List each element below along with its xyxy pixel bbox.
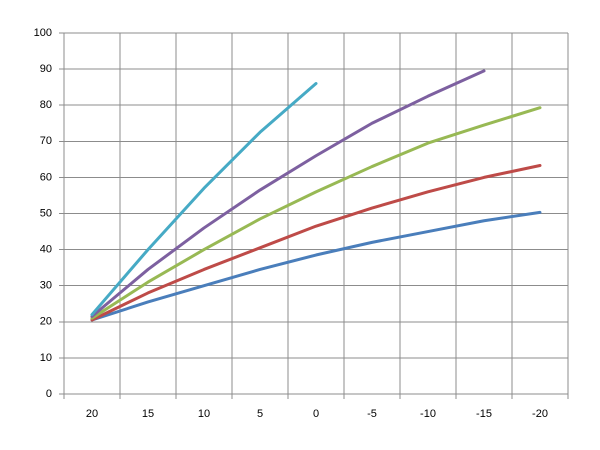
series-line xyxy=(90,69,486,318)
series-line xyxy=(90,106,542,320)
y-tick-label: 80 xyxy=(40,99,52,111)
y-tick-label: 50 xyxy=(40,207,52,219)
y-tick-label: 70 xyxy=(40,135,52,147)
x-tick-label: 10 xyxy=(198,408,210,420)
x-tick-label: 0 xyxy=(313,408,319,420)
x-tick-label: -5 xyxy=(367,408,377,420)
y-tick-label: 60 xyxy=(40,171,52,183)
x-tick-label: -20 xyxy=(532,408,548,420)
x-tick-label: 20 xyxy=(86,408,98,420)
x-tick-label: -10 xyxy=(420,408,436,420)
y-tick-label: 0 xyxy=(46,388,52,400)
y-tick-label: 100 xyxy=(34,27,52,39)
series-line xyxy=(90,82,318,317)
y-tick-label: 90 xyxy=(40,63,52,75)
y-tick-label: 20 xyxy=(40,316,52,328)
y-tick-label: 40 xyxy=(40,244,52,256)
x-tick-label: -15 xyxy=(476,408,492,420)
x-tick-label: 5 xyxy=(257,408,263,420)
y-tick-label: 30 xyxy=(40,280,52,292)
series-line xyxy=(90,210,542,322)
x-tick-label: 15 xyxy=(142,408,154,420)
series-line xyxy=(90,163,542,322)
y-tick-label: 10 xyxy=(40,352,52,364)
